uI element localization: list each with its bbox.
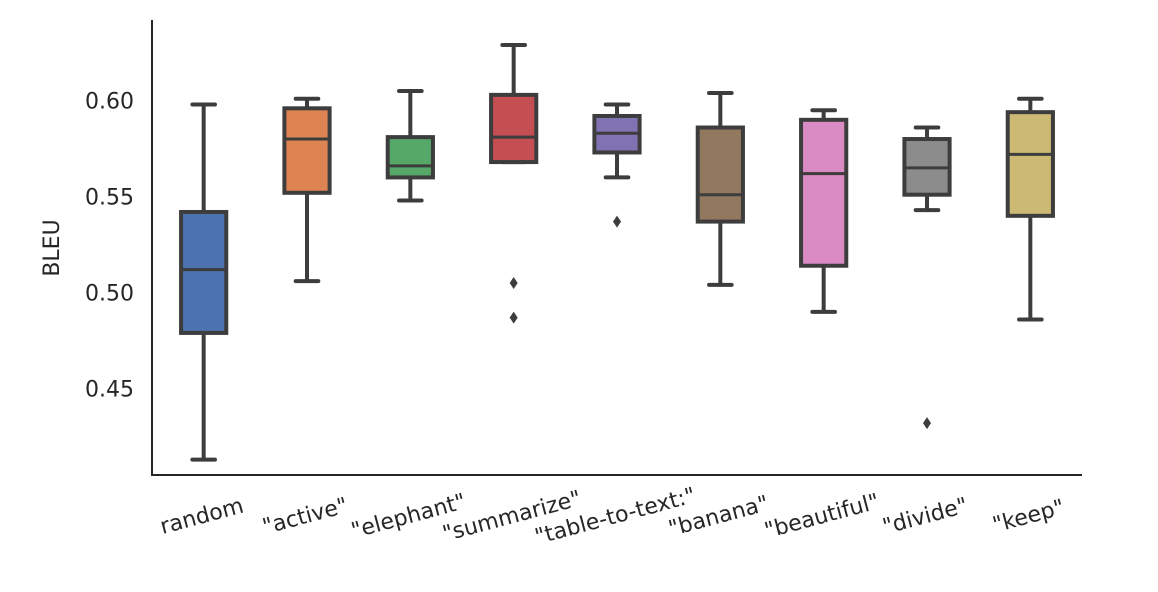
y-tick-label: 0.50 (85, 282, 134, 307)
box-iqr (385, 135, 435, 180)
outlier-point (923, 417, 931, 430)
x-tick-label: "keep" (990, 495, 1067, 538)
box-series (179, 42, 1055, 462)
box-group (179, 102, 229, 462)
y-axis-title: BLEU (40, 219, 65, 276)
y-tick-label: 0.55 (85, 186, 134, 211)
x-tick-label: "divide" (880, 493, 970, 540)
box-group (695, 90, 745, 287)
box-iqr (799, 117, 849, 268)
box-group (799, 108, 849, 314)
y-tick-label: 0.45 (85, 378, 134, 403)
box-group (385, 89, 435, 203)
y-tick-labels: 0.45 0.50 0.55 0.60 (85, 90, 134, 403)
box-iqr (1005, 110, 1055, 218)
box-iqr (179, 209, 229, 335)
plot-area: 0.450.500.550.60 random "active""elephant… (85, 20, 1082, 550)
x-tick-labels: random "active""elephant""summarize""tabl… (158, 483, 1068, 550)
outlier-point (613, 215, 621, 228)
y-tick-label: 0.60 (85, 90, 134, 115)
box-iqr (489, 92, 539, 165)
x-tick-label: "beautiful" (762, 489, 882, 544)
box-group (282, 96, 332, 284)
box-group (902, 125, 952, 430)
x-tick-label: random (158, 494, 247, 540)
box-iqr (282, 106, 332, 195)
outlier-point (509, 277, 518, 290)
box-group (592, 102, 642, 228)
box-iqr (695, 125, 745, 224)
x-tick-label: "active" (260, 493, 351, 540)
box-group (1005, 96, 1055, 322)
box-group (489, 42, 539, 324)
outlier-point (509, 311, 518, 324)
